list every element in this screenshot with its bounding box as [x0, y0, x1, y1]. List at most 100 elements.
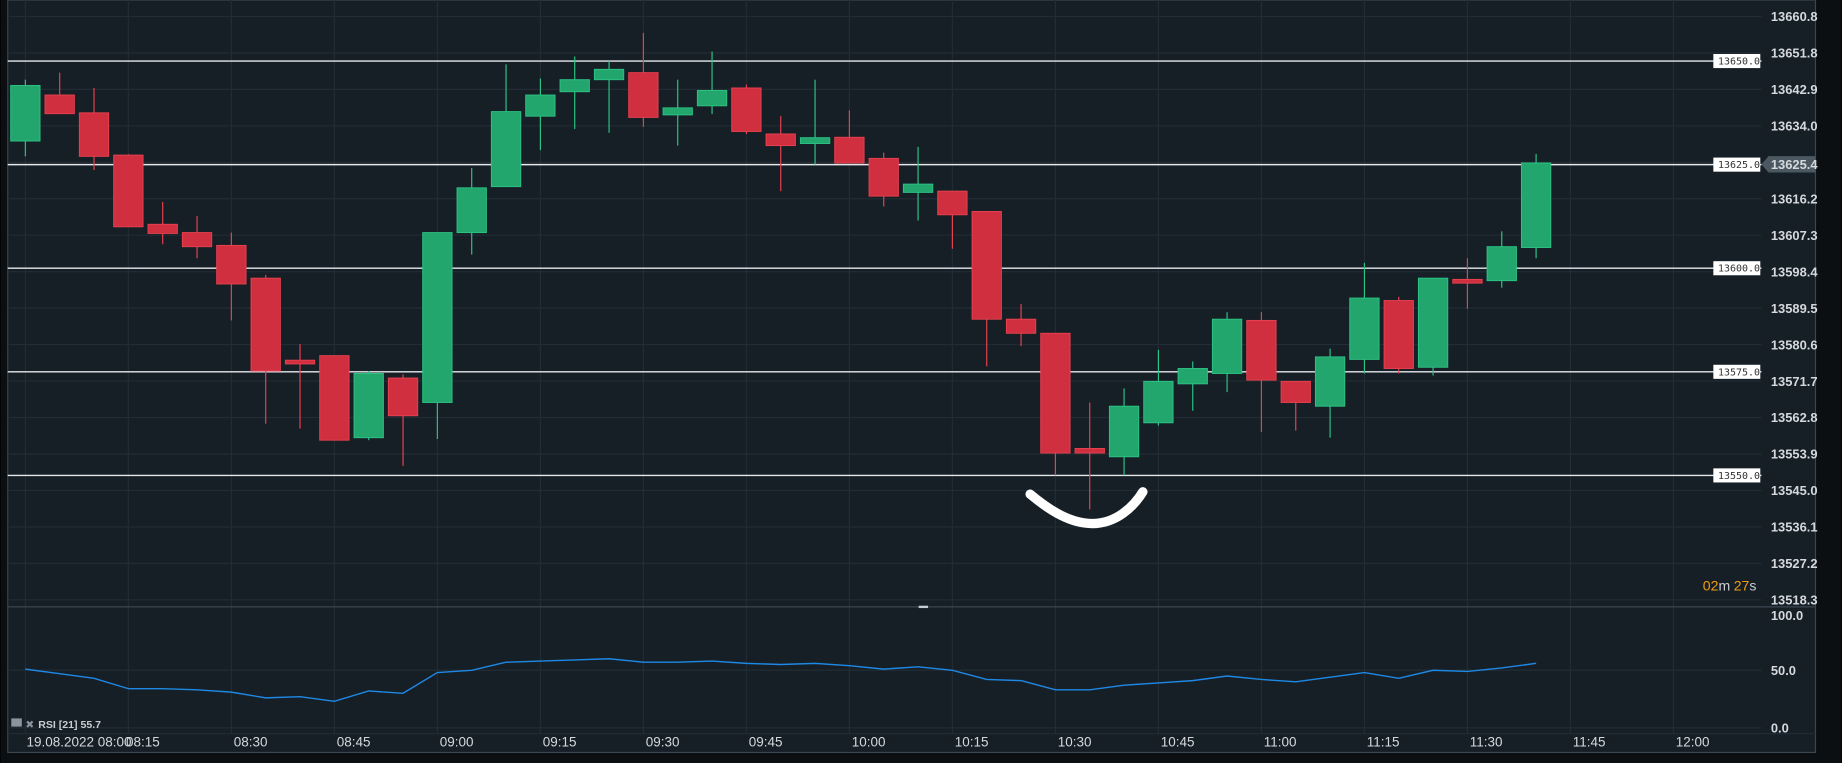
candle-11:00 — [1246, 312, 1277, 432]
candle-08:50 — [353, 370, 384, 441]
rsi-pane — [7, 658, 1762, 729]
hand-drawn-smile-annotation — [1025, 487, 1148, 529]
indicator-remove-icon[interactable]: ✖ — [25, 719, 34, 731]
time-tick-label: 08:15 — [126, 735, 160, 750]
rsi-tick-label: 100.0 — [1771, 608, 1803, 623]
candle-11:05 — [1280, 380, 1311, 431]
candles — [10, 32, 1552, 510]
candle-body — [1177, 368, 1208, 385]
candle-10:10 — [902, 146, 934, 221]
candle-body — [662, 107, 693, 116]
candle-body — [628, 72, 659, 118]
candle-body — [1280, 380, 1311, 403]
price-tick-label: 13553.9 — [1771, 447, 1818, 462]
candle-body — [181, 232, 213, 248]
countdown-minutes: 02 — [1703, 577, 1719, 593]
candle-body — [319, 355, 350, 441]
candle-10:35 — [1074, 402, 1105, 510]
candle-body — [1417, 277, 1449, 368]
candle-body — [1143, 380, 1174, 424]
candle-08:05 — [44, 72, 75, 115]
candle-08:20 — [147, 201, 178, 245]
time-date-label: 19.08.2022 08:00 — [27, 735, 132, 750]
candle-09:25 — [593, 61, 625, 133]
rsi-tick-label: 50.0 — [1771, 663, 1796, 678]
level-label-box — [1713, 53, 1761, 69]
candle-body — [216, 244, 247, 285]
candle-body — [834, 136, 865, 164]
price-tick-label: 13642.9 — [1771, 82, 1818, 97]
price-tick-label: 13545.0 — [1771, 483, 1818, 498]
candle-09:10 — [490, 64, 522, 188]
level-label-box — [1713, 364, 1761, 379]
price-tick-label: 13589.5 — [1771, 301, 1818, 316]
time-tick-label: 09:15 — [543, 735, 577, 750]
time-tick-label: 11:00 — [1264, 735, 1297, 750]
candle-body — [1452, 278, 1483, 284]
time-tick-label: 11:30 — [1470, 735, 1503, 750]
candle-body — [1383, 300, 1414, 369]
price-tick-label: 13616.2 — [1771, 191, 1818, 206]
candle-body — [1486, 246, 1517, 282]
rsi-tick-label: 0.0 — [1771, 720, 1789, 735]
candle-11:35 — [1486, 231, 1517, 288]
time-tick-label: 12:00 — [1676, 735, 1710, 750]
level-label: 13575.0 — [1718, 367, 1760, 378]
level-label: 13550.0 — [1718, 471, 1760, 482]
pane-resize-handle[interactable] — [918, 605, 929, 609]
candle-body — [765, 133, 796, 147]
candle-body — [937, 190, 968, 216]
time-tick-label: 08:30 — [234, 735, 268, 750]
candle-09:20 — [559, 56, 590, 129]
candle-11:10 — [1314, 348, 1346, 438]
horizontal-level-13650.0[interactable]: 13650.0 — [7, 53, 1762, 69]
candle-body — [1211, 318, 1243, 374]
candle-08:40 — [284, 344, 316, 429]
rsi-legend: ✖ RSI [21] 55.7 — [11, 718, 101, 731]
candle-body — [559, 79, 590, 93]
candle-body — [78, 112, 110, 157]
candle-body — [490, 111, 522, 188]
level-label: 13625.0 — [1718, 160, 1760, 171]
candle-10:45 — [1143, 349, 1174, 426]
time-tick-label: 09:00 — [440, 735, 474, 750]
candle-body — [799, 137, 831, 144]
price-tick-label: 13536.1 — [1771, 520, 1818, 535]
price-axis[interactable]: 13660.8 13651.8 13642.9 13634.0 13616.2 13607… — [1771, 9, 1818, 735]
horizontal-level-13600.0[interactable]: 13600.0 — [7, 261, 1762, 276]
candle-body — [1005, 318, 1037, 334]
candle-09:05 — [456, 167, 487, 255]
candle-10:20 — [971, 210, 1002, 367]
time-tick-label: 10:45 — [1161, 735, 1195, 750]
price-tick-label: 13634.0 — [1771, 119, 1818, 134]
horizontal-level-13550.0[interactable]: 13550.0 — [7, 468, 1762, 483]
level-label: 13650.0 — [1718, 57, 1760, 68]
candle-08:00 — [10, 79, 41, 157]
chart-frame — [7, 0, 1817, 754]
price-tick-label: 13562.8 — [1771, 410, 1818, 425]
candle-10:05 — [868, 152, 899, 207]
rsi-label: RSI [21] 55.7 — [38, 719, 101, 731]
candle-body — [1349, 297, 1380, 360]
candle-body — [868, 157, 899, 197]
candle-body — [1040, 332, 1071, 454]
candle-10:25 — [1005, 303, 1037, 347]
candle-09:35 — [662, 79, 693, 146]
candle-11:30 — [1452, 258, 1483, 309]
price-tick-label: 13607.3 — [1771, 228, 1818, 243]
countdown-seconds: 27 — [1734, 577, 1750, 593]
level-label-box — [1713, 157, 1761, 172]
candle-body — [696, 89, 728, 107]
time-tick-label: 11:15 — [1367, 735, 1400, 750]
price-tick-label: 13527.2 — [1771, 556, 1818, 571]
candle-11:25 — [1417, 277, 1449, 376]
indicator-settings-icon[interactable] — [11, 718, 22, 727]
candle-body — [1520, 162, 1552, 248]
current-price-label: 13625.4 — [1771, 157, 1818, 172]
candle-10:30 — [1040, 332, 1071, 476]
candle-09:15 — [525, 78, 556, 151]
candle-09:00 — [422, 232, 453, 439]
candle-body — [1246, 319, 1277, 381]
